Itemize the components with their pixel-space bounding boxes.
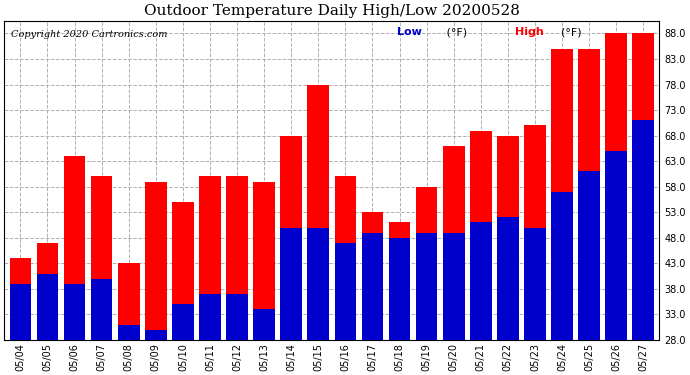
Bar (443, 232, 464, 340)
Bar (416, 187, 437, 340)
Bar (497, 136, 519, 340)
Bar (443, 146, 464, 340)
Bar (335, 243, 356, 340)
Bar (605, 151, 627, 340)
Bar (199, 294, 221, 340)
Bar (524, 228, 546, 340)
Bar (633, 33, 654, 340)
Bar (10, 258, 31, 340)
Bar (253, 309, 275, 340)
Bar (172, 304, 194, 340)
Bar (308, 228, 329, 340)
Bar (388, 238, 411, 340)
Bar (362, 232, 383, 340)
Bar (37, 273, 59, 340)
Bar (280, 136, 302, 340)
Bar (470, 130, 491, 340)
Title: Outdoor Temperature Daily High/Low 20200528: Outdoor Temperature Daily High/Low 20200… (144, 4, 520, 18)
Text: High: High (515, 27, 544, 37)
Bar (91, 177, 112, 340)
Bar (199, 177, 221, 340)
Bar (37, 243, 59, 340)
Bar (118, 263, 139, 340)
Bar (63, 156, 86, 340)
Bar (145, 182, 167, 340)
Bar (470, 222, 491, 340)
Bar (145, 330, 167, 340)
Bar (388, 222, 411, 340)
Bar (605, 33, 627, 340)
Bar (416, 232, 437, 340)
Bar (578, 171, 600, 340)
Bar (578, 49, 600, 340)
Bar (335, 177, 356, 340)
Text: Copyright 2020 Cartronics.com: Copyright 2020 Cartronics.com (11, 30, 167, 39)
Bar (551, 49, 573, 340)
Bar (63, 284, 86, 340)
Bar (172, 202, 194, 340)
Bar (10, 284, 31, 340)
Bar (280, 228, 302, 340)
Bar (226, 294, 248, 340)
Bar (633, 120, 654, 340)
Bar (551, 192, 573, 340)
Text: (°F): (°F) (443, 27, 467, 37)
Bar (91, 279, 112, 340)
Bar (226, 177, 248, 340)
Bar (497, 217, 519, 340)
Bar (308, 85, 329, 340)
Bar (524, 125, 546, 340)
Bar (253, 182, 275, 340)
Bar (362, 212, 383, 340)
Bar (118, 325, 139, 340)
Text: Low: Low (397, 27, 422, 37)
Text: (°F): (°F) (561, 27, 582, 37)
